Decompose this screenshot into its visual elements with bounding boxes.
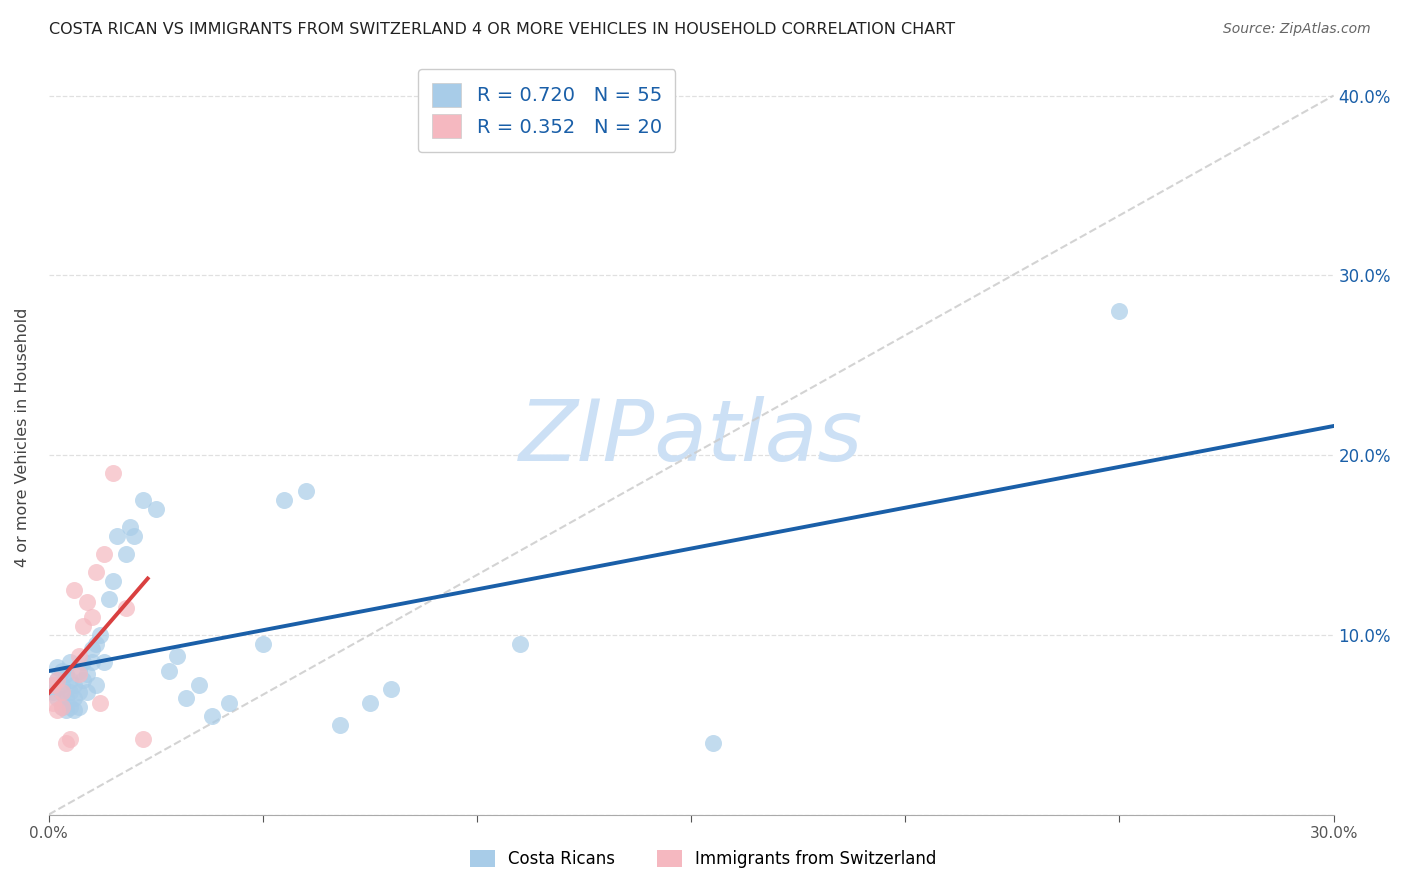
Point (46, 690, 69, 705)
Point (42, 678, 65, 692)
Point (329, 717, 352, 731)
Point (67, 667, 90, 681)
Point (84, 678, 107, 692)
Text: ZIPatlas: ZIPatlas (519, 395, 863, 478)
Point (42, 685, 65, 699)
Point (252, 637, 274, 651)
Point (63, 582, 86, 597)
Point (84, 637, 107, 651)
Point (132, 732, 155, 747)
Point (218, 696, 240, 710)
Point (200, 708, 222, 723)
Point (51, 699, 73, 714)
Point (89, 628, 111, 642)
Point (80, 642, 103, 657)
Point (380, 681, 402, 696)
Point (51, 678, 73, 692)
Point (46, 673, 69, 687)
Point (80, 655, 103, 669)
Point (46, 673, 69, 687)
Point (46, 660, 69, 674)
Point (55, 667, 77, 681)
Point (132, 493, 155, 508)
Point (93, 655, 115, 669)
Point (55, 690, 77, 705)
Point (174, 690, 197, 705)
Point (67, 649, 90, 664)
Point (72, 673, 94, 687)
Point (67, 699, 90, 714)
Point (76, 667, 98, 681)
Point (124, 529, 146, 543)
Point (72, 619, 94, 633)
Point (51, 685, 73, 699)
Point (42, 696, 65, 710)
Legend: R = 0.720   N = 55, R = 0.352   N = 20: R = 0.720 N = 55, R = 0.352 N = 20 (418, 70, 675, 152)
Point (101, 466, 124, 480)
Point (63, 678, 86, 692)
Point (42, 678, 65, 692)
Point (702, 736, 724, 750)
Point (51, 699, 73, 714)
Point (84, 565, 107, 579)
Point (51, 664, 73, 678)
Text: Source: ZipAtlas.com: Source: ZipAtlas.com (1223, 22, 1371, 37)
Point (63, 703, 86, 717)
Point (55, 703, 77, 717)
Point (59, 685, 82, 699)
Point (359, 696, 381, 710)
Point (72, 655, 94, 669)
Point (157, 664, 180, 678)
Point (120, 520, 142, 534)
Point (187, 678, 209, 692)
Point (59, 732, 82, 747)
Point (59, 673, 82, 687)
Point (63, 690, 86, 705)
Point (115, 600, 138, 615)
Point (67, 664, 90, 678)
Point (46, 703, 69, 717)
Point (59, 655, 82, 669)
Point (93, 547, 115, 561)
Point (145, 502, 167, 516)
Point (1108, 304, 1130, 318)
Point (59, 699, 82, 714)
Point (55, 736, 77, 750)
Point (294, 483, 316, 498)
Text: COSTA RICAN VS IMMIGRANTS FROM SWITZERLAND 4 OR MORE VEHICLES IN HOUSEHOLD CORRE: COSTA RICAN VS IMMIGRANTS FROM SWITZERLA… (49, 22, 955, 37)
Point (166, 649, 188, 664)
Y-axis label: 4 or more Vehicles in Household: 4 or more Vehicles in Household (15, 308, 30, 566)
Point (97, 591, 120, 606)
Point (80, 609, 103, 624)
Point (115, 547, 138, 561)
Point (105, 529, 128, 543)
Point (76, 595, 98, 609)
Point (89, 696, 111, 710)
Point (76, 685, 98, 699)
Legend: Costa Ricans, Immigrants from Switzerland: Costa Ricans, Immigrants from Switzerlan… (463, 843, 943, 875)
Point (509, 637, 531, 651)
Point (101, 574, 124, 588)
Point (273, 493, 295, 508)
Point (67, 685, 90, 699)
Point (51, 685, 73, 699)
